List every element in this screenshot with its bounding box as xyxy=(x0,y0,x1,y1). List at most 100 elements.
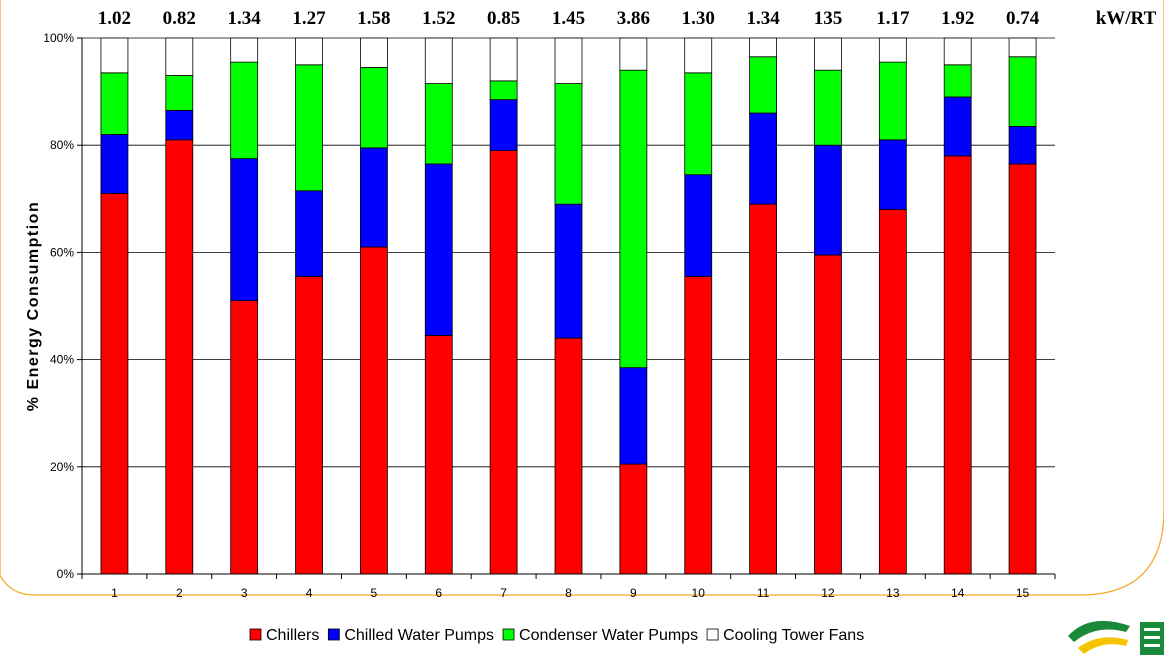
bar-segment xyxy=(684,174,713,277)
legend: Chillers Chilled Water Pumps Condenser Wat… xyxy=(249,627,864,644)
x-tick-label: 3 xyxy=(241,586,248,600)
bar-segment xyxy=(1008,163,1037,575)
bar-segment xyxy=(943,37,972,66)
logo xyxy=(1068,620,1164,655)
kw-rt-label: 1.52 xyxy=(422,8,455,29)
bar-segment xyxy=(554,83,583,205)
bar-segment xyxy=(814,69,842,146)
kw-rt-labels: 1.02 0.82 1.34 1.27 1.58 1.52 0.85 1.45 3.86 1.30… xyxy=(98,8,1040,29)
bar-segment xyxy=(165,75,194,111)
bar-segment xyxy=(489,37,518,82)
bar-segment xyxy=(878,61,907,141)
kw-rt-label: 1.17 xyxy=(876,8,910,29)
bar-segment xyxy=(295,190,323,277)
legend-label: Cooling Tower Fans xyxy=(723,627,864,644)
bar-segment xyxy=(100,37,129,74)
bar-segment xyxy=(554,37,583,84)
bar-segment xyxy=(230,300,259,575)
logo-bar-stripe xyxy=(1144,628,1160,631)
bar-segment xyxy=(230,158,259,302)
kw-rt-label: 1.27 xyxy=(292,8,326,29)
x-tick-label: 5 xyxy=(371,586,378,600)
bar-segment xyxy=(359,246,388,575)
x-tick-label: 1 xyxy=(111,586,118,600)
kw-rt-label: 0.74 xyxy=(1006,8,1040,29)
x-tick-label: 15 xyxy=(1016,586,1030,600)
x-tick-label: 11 xyxy=(757,586,770,600)
legend-swatch xyxy=(706,628,719,641)
chart-frame xyxy=(0,0,1164,596)
bar-segment xyxy=(878,37,907,63)
bar-segment xyxy=(684,72,713,176)
y-tick-label: 100% xyxy=(43,31,74,45)
x-tick-label: 13 xyxy=(886,586,900,600)
legend-swatch xyxy=(327,628,340,641)
bar-segment xyxy=(424,163,453,336)
logo-swoosh-icon-2 xyxy=(1078,637,1128,654)
axes: 0%20%40%60%80%100%1 2 3 4 5 6 7 8 9 10 11 12 13 14 15 xyxy=(43,31,1056,600)
x-tick-label: 7 xyxy=(500,586,507,600)
bar-segment xyxy=(684,276,713,575)
kw-rt-label: 135 xyxy=(814,8,843,29)
kw-rt-label: 1.92 xyxy=(941,8,974,29)
x-tick-label: 4 xyxy=(306,586,313,600)
x-tick-label: 14 xyxy=(951,586,965,600)
bar-segment xyxy=(489,99,518,151)
bar-segment xyxy=(489,150,518,575)
bar-segment xyxy=(295,37,323,66)
x-tick-label: 6 xyxy=(435,586,442,600)
bar-segment xyxy=(295,276,323,575)
kw-rt-label: 1.58 xyxy=(357,8,390,29)
kw-rt-label: 0.85 xyxy=(487,8,520,29)
bar-segment xyxy=(943,64,972,98)
kw-rt-unit-label: kW/RT xyxy=(1096,8,1157,29)
bar-segment xyxy=(359,37,388,68)
bar-segment xyxy=(100,193,129,575)
bar-segment xyxy=(424,37,453,84)
bar-segment xyxy=(749,203,777,575)
bar-segment xyxy=(619,367,648,465)
kw-rt-label: 1.30 xyxy=(682,8,715,29)
bar-segment xyxy=(619,463,648,575)
bar-segment xyxy=(165,37,194,76)
bar-segment xyxy=(684,37,713,74)
bar-segment xyxy=(943,155,972,575)
bar-segment xyxy=(749,56,777,114)
bar-segment xyxy=(424,335,453,575)
bar-segment xyxy=(749,37,777,58)
bar-segment xyxy=(878,139,907,210)
bar-segment xyxy=(1008,56,1037,127)
x-tick-label: 10 xyxy=(692,586,706,600)
x-tick-label: 9 xyxy=(630,586,637,600)
y-tick-label: 20% xyxy=(50,460,74,474)
bar-segment xyxy=(295,64,323,192)
logo-bar-stripe-3 xyxy=(1144,644,1160,647)
bars xyxy=(100,37,1037,575)
bar-segment xyxy=(359,67,388,149)
y-axis-title: % Energy Consumption xyxy=(25,201,42,411)
kw-rt-label: 1.34 xyxy=(746,8,780,29)
bar-segment xyxy=(554,337,583,575)
y-tick-label: 0% xyxy=(57,567,75,581)
bar-segment xyxy=(814,254,842,575)
kw-rt-label: 1.45 xyxy=(552,8,585,29)
bar-segment xyxy=(489,80,518,101)
x-tick-label: 12 xyxy=(821,586,835,600)
x-tick-label: 8 xyxy=(565,586,572,600)
bar-segment xyxy=(424,83,453,165)
legend-swatch xyxy=(502,628,515,641)
kw-rt-label: 1.34 xyxy=(228,8,262,29)
bar-segment xyxy=(943,96,972,157)
bar-segment xyxy=(1008,37,1037,58)
bar-segment xyxy=(165,139,194,575)
logo-swoosh-icon xyxy=(1068,620,1130,642)
legend-label: Condenser Water Pumps xyxy=(519,627,698,644)
bar-segment xyxy=(165,109,194,141)
bar-segment xyxy=(554,203,583,339)
y-tick-label: 40% xyxy=(50,353,74,367)
bar-segment xyxy=(878,209,907,575)
bar-segment xyxy=(814,144,842,256)
legend-swatch xyxy=(249,628,262,641)
bar-segment xyxy=(814,37,842,71)
